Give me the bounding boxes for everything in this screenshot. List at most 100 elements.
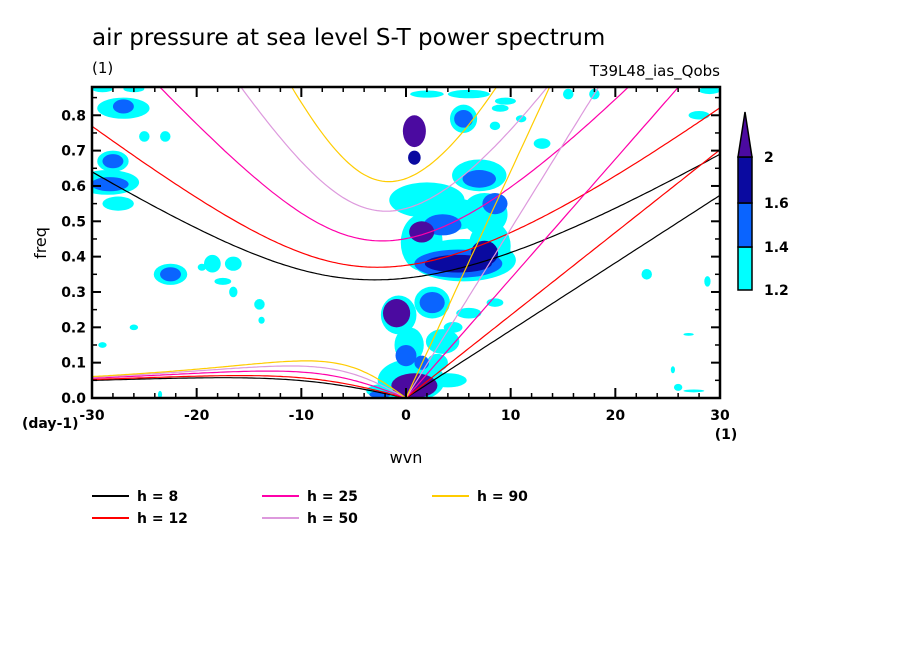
y-tick-label: 0.6 [61, 179, 86, 195]
kelvin-curve-h8 [405, 194, 720, 398]
contour-patch [533, 138, 551, 149]
y-tick-label: 0.3 [61, 285, 86, 301]
legend-label: h = 12 [137, 511, 188, 527]
colorbar-extend-triangle [737, 111, 753, 158]
dispersion-curves [92, 87, 720, 398]
rossby-curve-h25 [92, 370, 407, 398]
contour-patch [683, 389, 705, 393]
rossby-curve-h50 [92, 365, 407, 398]
x-axis-label: wvn [390, 448, 423, 467]
y-axis-label: freq [31, 227, 50, 259]
y-tick-label: 0.4 [61, 250, 86, 266]
contour-patch [494, 97, 516, 105]
colorbar-label: 2 [764, 150, 774, 166]
contour-patch [482, 193, 508, 215]
colorbar: 1.2 1.4 1.6 2 [737, 111, 789, 299]
contour-patch [410, 90, 444, 98]
colorbar-label: 1.2 [764, 283, 789, 299]
y-tick-label: 0.5 [61, 214, 86, 230]
y-tick-label: 0.1 [61, 356, 86, 372]
rossby-curve-h90 [92, 360, 407, 398]
chart-subtitle-units: (1) [92, 59, 113, 77]
contour-patch [641, 269, 652, 280]
contour-patch [112, 99, 134, 114]
contour-patch [409, 221, 435, 243]
contour-patch [258, 316, 265, 324]
axis-ticks: -30 -20 -10 0 10 20 30 0.0 0.1 0.2 0.3 0.4 0.5 0.6 0.7… [61, 87, 730, 424]
colorbar-label: 1.4 [764, 240, 789, 256]
x-tick-label: 30 [710, 408, 730, 424]
kelvin-curve-h90 [405, 87, 551, 398]
legend: h = 8 h = 12 h = 25 h = 50 h = 90 [92, 489, 528, 527]
inertia-gravity-curve-h50 [240, 87, 549, 212]
rossby-curve-h8 [92, 377, 407, 398]
legend-label: h = 50 [307, 511, 358, 527]
chart-subtitle-experiment: T39L48_ias_Qobs [589, 62, 720, 81]
x-tick-label: 0 [401, 408, 411, 424]
chart-title: air pressure at sea level S-T power spec… [92, 25, 605, 51]
contour-patch [443, 322, 463, 333]
x-tick-label: -30 [79, 408, 105, 424]
x-tick-label: 20 [606, 408, 626, 424]
contour-fills [92, 87, 720, 398]
contour-patch [699, 87, 720, 95]
contour-patch [454, 109, 473, 128]
y-tick-label: 0.8 [61, 108, 86, 124]
y-tick-label: 0.0 [61, 391, 86, 407]
contour-patch [704, 276, 711, 287]
colorbar-segment [737, 246, 753, 291]
contour-patch [395, 344, 417, 367]
kelvin-curve-h50 [405, 87, 600, 398]
contour-patch [456, 307, 482, 319]
contour-patch [408, 150, 421, 165]
contour-patch [160, 267, 181, 282]
contour-patch [425, 329, 460, 354]
contour-patch [673, 383, 683, 391]
legend-label: h = 25 [307, 489, 358, 505]
contour-patch [139, 131, 150, 142]
contour-patch [683, 332, 694, 336]
contour-patch [491, 104, 509, 112]
inertia-gravity-curve-h8 [92, 153, 720, 281]
contour-patch [102, 196, 134, 211]
contour-patch [157, 390, 163, 398]
contour-patch [197, 263, 207, 271]
legend-label: h = 8 [137, 489, 178, 505]
contour-patch [391, 373, 438, 398]
y-tick-label: 0.7 [61, 144, 86, 160]
contour-patch [462, 170, 497, 188]
contour-patch [92, 87, 113, 93]
x-tick-label: -20 [184, 408, 210, 424]
contour-patch [214, 277, 232, 285]
inertia-gravity-curve-h12 [92, 107, 720, 268]
contour-patch [447, 89, 490, 99]
kelvin-curve-h25 [405, 87, 680, 398]
contour-patch [129, 324, 139, 331]
colorbar-segment [737, 202, 753, 248]
x-axis-unit: (1) [715, 427, 738, 443]
contour-patch [563, 88, 574, 100]
contour-patch [224, 256, 242, 271]
inertia-gravity-curve-h25 [158, 87, 630, 242]
kelvin-curve-h12 [405, 149, 720, 398]
contour-patch [229, 286, 238, 298]
contour-patch [254, 299, 265, 310]
contour-patch [419, 291, 445, 314]
legend-label: h = 90 [477, 489, 528, 505]
contour-patch [489, 121, 501, 131]
colorbar-label: 1.6 [764, 196, 789, 212]
contour-patch [402, 115, 426, 148]
y-axis-unit: (day-1) [22, 416, 79, 432]
contour-patch [382, 299, 411, 328]
contour-patch [203, 254, 221, 273]
contour-patch [688, 111, 710, 120]
x-tick-label: 10 [501, 408, 521, 424]
contour-patch [98, 342, 107, 348]
colorbar-segment [737, 156, 753, 204]
x-tick-label: -10 [289, 408, 315, 424]
y-tick-label: 0.2 [61, 320, 86, 336]
contour-patch [160, 131, 171, 142]
rossby-curve-h12 [92, 375, 407, 398]
contour-patch [102, 154, 124, 169]
